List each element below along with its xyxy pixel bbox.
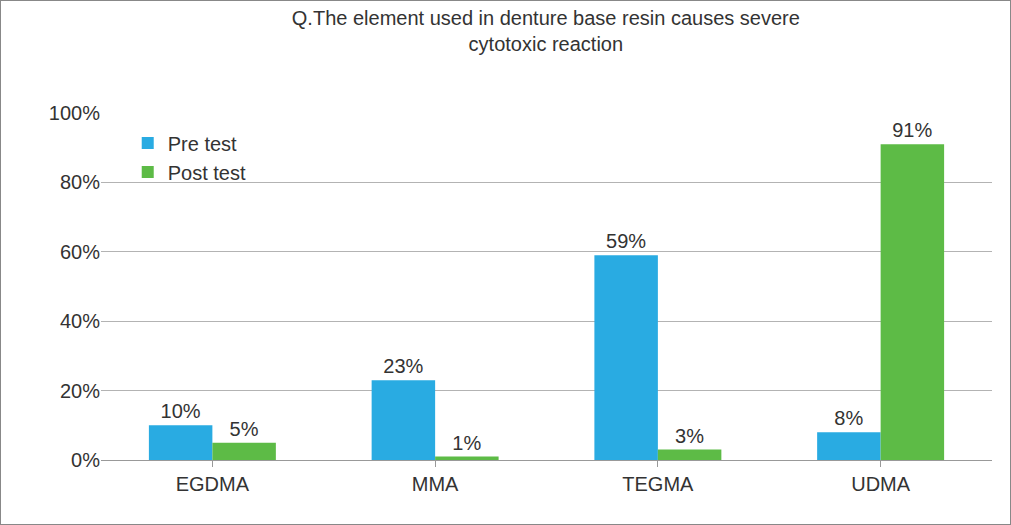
svg-text:59%: 59% [606,230,646,252]
svg-text:10%: 10% [161,400,201,422]
svg-text:MMA: MMA [412,473,459,495]
svg-text:8%: 8% [834,407,863,429]
svg-text:20%: 20% [60,380,100,402]
svg-text:Post test: Post test [168,162,246,184]
svg-text:TEGMA: TEGMA [622,473,694,495]
svg-text:0%: 0% [71,449,100,471]
svg-text:80%: 80% [60,171,100,193]
svg-text:1%: 1% [452,432,481,454]
svg-text:EGDMA: EGDMA [176,473,250,495]
svg-text:100%: 100% [49,102,100,124]
svg-text:Q.The element used in denture: Q.The element used in denture base resin… [292,7,800,55]
svg-text:5%: 5% [230,418,259,440]
svg-text:UDMA: UDMA [851,473,911,495]
svg-text:23%: 23% [383,355,423,377]
svg-text:60%: 60% [60,241,100,263]
svg-text:91%: 91% [892,119,932,141]
svg-text:Pre test: Pre test [168,133,237,155]
svg-text:40%: 40% [60,310,100,332]
svg-text:3%: 3% [675,425,704,447]
